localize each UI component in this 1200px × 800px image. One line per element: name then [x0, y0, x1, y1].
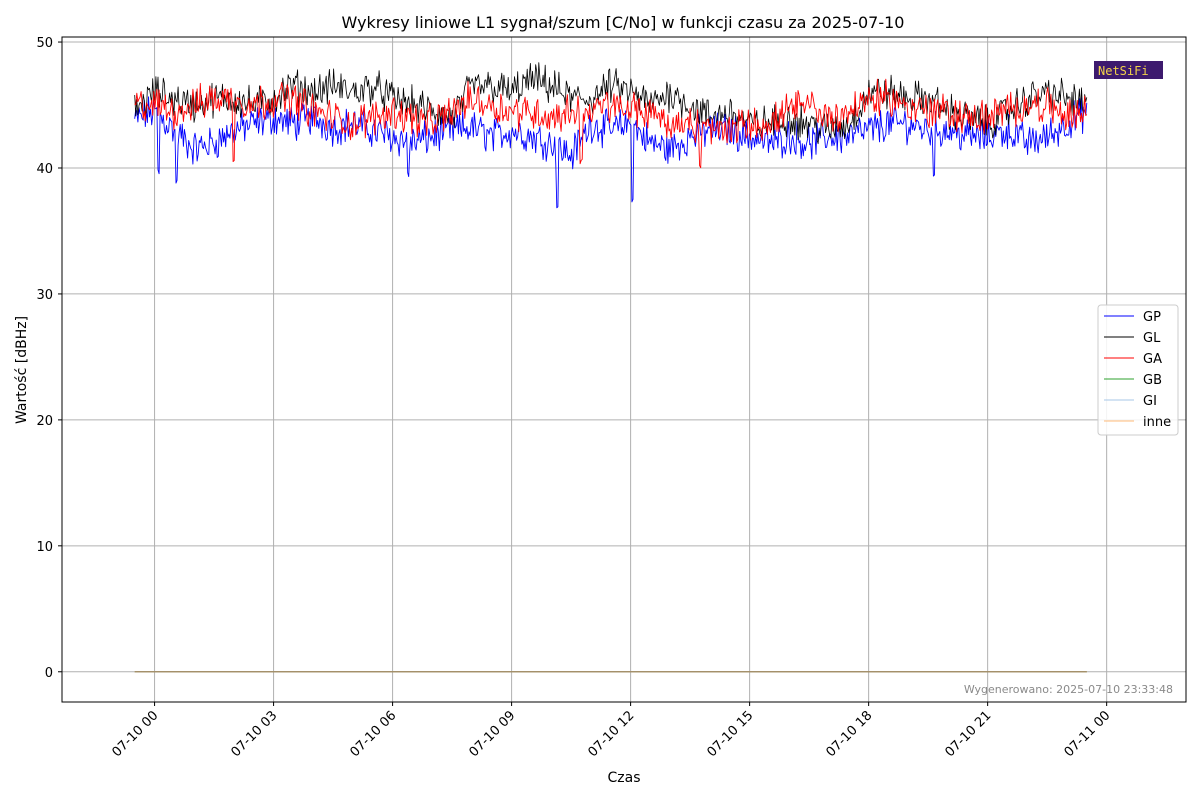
x-tick-label: 07-10 15 — [705, 708, 757, 760]
y-tick-label: 0 — [45, 666, 53, 681]
y-axis: 0 10 20 30 40 50 — [36, 36, 62, 681]
y-tick-label: 30 — [36, 288, 53, 303]
grid — [62, 37, 1186, 702]
x-tick-label: 07-11 00 — [1062, 708, 1114, 760]
logo-background — [1094, 61, 1163, 79]
logo: NetSiFi — [1094, 61, 1163, 79]
y-tick-label: 20 — [36, 414, 53, 429]
legend: GP GL GA GB GI inne — [1097, 304, 1179, 436]
legend-label-gl: GL — [1143, 331, 1161, 346]
x-axis-title: Czas — [608, 770, 641, 786]
y-tick-label: 40 — [36, 162, 53, 177]
generated-note: Wygenerowano: 2025-07-10 23:33:48 — [964, 683, 1173, 696]
x-axis: 07-10 00 07-10 03 07-10 06 07-10 09 07-10 12… — [109, 702, 1113, 760]
legend-label-gb: GB — [1143, 373, 1162, 388]
x-tick-label: 07-10 00 — [109, 708, 161, 760]
x-tick-label: 07-10 09 — [466, 708, 518, 760]
legend-label-gp: GP — [1143, 310, 1161, 325]
series-gp — [134, 96, 1088, 209]
series-line-ga — [134, 78, 1088, 169]
series-gl — [134, 62, 1088, 145]
y-tick-label: 10 — [36, 540, 53, 555]
series-line-gp — [134, 96, 1088, 209]
x-tick-label: 07-10 12 — [586, 708, 638, 760]
legend-label-inne: inne — [1143, 415, 1171, 430]
x-tick-label: 07-10 06 — [347, 708, 399, 760]
plot-frame — [61, 36, 1187, 703]
series-group — [134, 62, 1088, 673]
logo-text: NetSiFi — [1098, 64, 1149, 78]
chart-title: Wykresy liniowe L1 sygnał/szum [C/No] w … — [342, 13, 905, 32]
y-tick-label: 50 — [36, 36, 53, 51]
x-tick-label: 07-10 03 — [228, 708, 280, 760]
series-line-gl — [134, 62, 1088, 145]
legend-label-ga: GA — [1143, 352, 1162, 367]
series-ga — [134, 78, 1088, 169]
x-tick-label: 07-10 18 — [824, 708, 876, 760]
x-tick-label: 07-10 21 — [943, 708, 995, 760]
y-axis-title: Wartość [dBHz] — [14, 316, 30, 424]
legend-label-gi: GI — [1143, 394, 1157, 409]
